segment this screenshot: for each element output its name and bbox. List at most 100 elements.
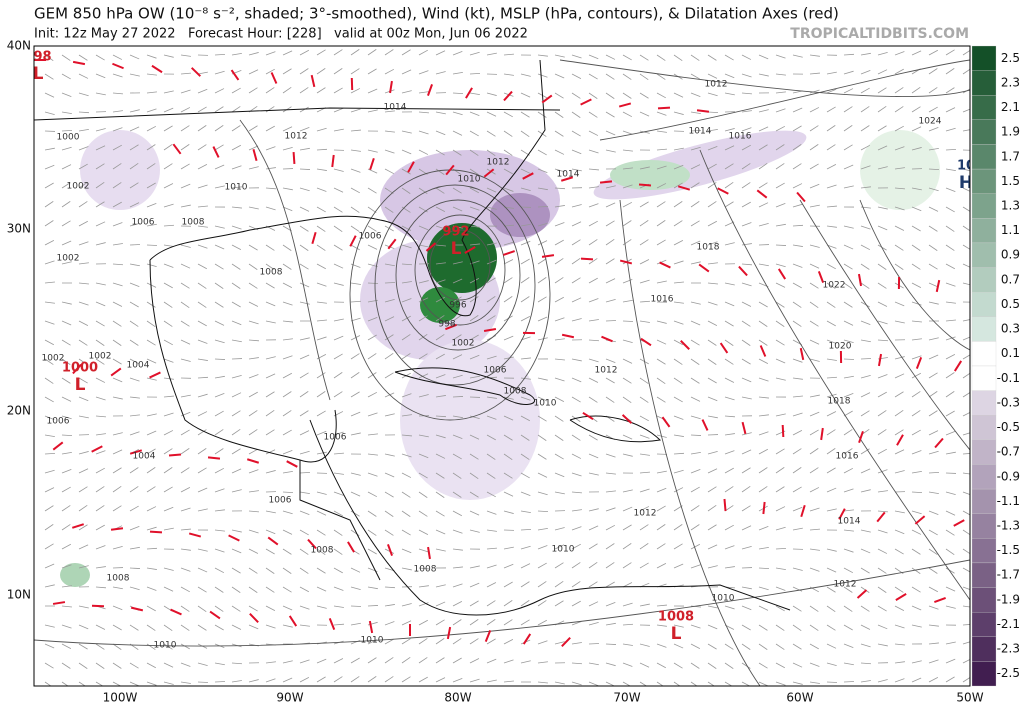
wind-barb — [588, 601, 599, 607]
wind-barb — [367, 391, 378, 398]
wind-barb — [622, 220, 632, 227]
wind-barb — [452, 130, 463, 136]
dilatation-axis — [896, 434, 904, 446]
wind-barb — [282, 338, 293, 341]
wind-barb — [588, 92, 598, 99]
dilatation-axis — [465, 87, 473, 99]
wind-barb — [78, 624, 89, 630]
wind-barb — [78, 524, 88, 531]
wind-barb — [911, 510, 922, 515]
wind-barb — [792, 358, 803, 363]
wind-barb — [758, 396, 769, 399]
center-value: 1008 — [658, 610, 694, 625]
wind-barb — [129, 126, 140, 132]
wind-barb — [690, 220, 700, 227]
wind-barb — [962, 453, 970, 455]
wind-barb — [758, 586, 769, 591]
wind-barb — [639, 396, 649, 403]
wind-barb — [843, 410, 853, 417]
wind-barb — [469, 225, 480, 228]
wind-barb — [248, 301, 259, 307]
wind-barb — [894, 206, 905, 211]
wind-barb — [435, 130, 446, 136]
wind-barb — [214, 225, 225, 229]
center-value: 1000 — [62, 361, 98, 376]
dilatation-axis — [369, 157, 375, 171]
wind-barb — [367, 676, 377, 683]
wind-barb — [571, 358, 582, 362]
wind-barb — [231, 410, 241, 417]
wind-barb — [928, 354, 939, 360]
wind-barb — [282, 282, 293, 288]
wind-barb — [792, 430, 803, 436]
dilatation-axis — [446, 626, 452, 640]
wind-barb — [265, 391, 275, 398]
wind-barb — [928, 548, 938, 555]
wind-barb — [95, 73, 106, 79]
wind-barb — [860, 125, 870, 132]
wind-barb — [333, 168, 344, 172]
wind-barb — [860, 374, 871, 379]
isobar-label: 1016 — [729, 132, 752, 142]
wind-barb — [197, 71, 208, 75]
wind-barb — [469, 434, 480, 440]
wind-barb — [945, 68, 955, 75]
wind-barb — [809, 163, 819, 170]
map-frame — [33, 45, 971, 687]
wind-barb — [877, 391, 887, 398]
colorbar-label: 1.3 — [1001, 199, 1020, 213]
wind-barb — [911, 244, 921, 251]
wind-barb — [741, 643, 751, 650]
wind-barb — [537, 415, 547, 422]
wind-barb — [282, 510, 293, 515]
wind-barb — [690, 469, 701, 474]
wind-barb — [282, 429, 292, 436]
wind-barb — [826, 393, 837, 398]
wind-barb — [622, 149, 633, 152]
wind-barb — [775, 681, 786, 686]
dilatation-axis — [640, 337, 652, 347]
wind-barb — [945, 206, 955, 213]
wind-barb — [673, 624, 684, 628]
wind-barb — [928, 430, 939, 436]
wind-barb — [843, 301, 853, 308]
wind-barb — [44, 92, 55, 98]
wind-barb — [911, 548, 921, 555]
wind-barb — [350, 108, 361, 113]
wind-barb — [605, 73, 615, 80]
wind-barb — [877, 166, 888, 170]
wind-barb — [792, 586, 803, 592]
wind-barb — [265, 282, 275, 289]
isobar-label: 1008 — [504, 387, 527, 397]
wind-barb — [469, 149, 479, 156]
wind-barb — [265, 605, 276, 611]
wind-barb — [486, 206, 497, 210]
wind-barb — [826, 263, 836, 270]
wind-barb — [622, 602, 633, 607]
wind-barb — [928, 68, 938, 75]
wind-barb — [231, 662, 243, 665]
wind-barb — [95, 433, 106, 436]
isobar-label: 1012 — [285, 132, 308, 142]
wind-barb — [911, 106, 921, 113]
wind-barb — [486, 92, 497, 96]
wind-barb — [571, 277, 581, 284]
wind-barb — [231, 429, 241, 436]
wind-barb — [639, 506, 650, 512]
wind-barb — [571, 111, 581, 118]
wind-barb — [282, 660, 293, 664]
wind-barb — [197, 393, 208, 398]
isobar-label: 1012 — [705, 80, 728, 90]
wind-barb — [61, 377, 71, 384]
wind-barb — [962, 624, 970, 626]
dilatation-axis — [799, 347, 805, 361]
wind-barb — [826, 205, 837, 208]
wind-barb — [537, 472, 548, 478]
wind-barb — [333, 529, 343, 536]
wind-barb — [452, 374, 463, 379]
wind-barb — [792, 263, 803, 268]
wind-barb — [656, 396, 666, 403]
dilatation-axis — [561, 636, 571, 648]
wind-barb — [537, 681, 548, 684]
wind-barb — [554, 277, 564, 284]
